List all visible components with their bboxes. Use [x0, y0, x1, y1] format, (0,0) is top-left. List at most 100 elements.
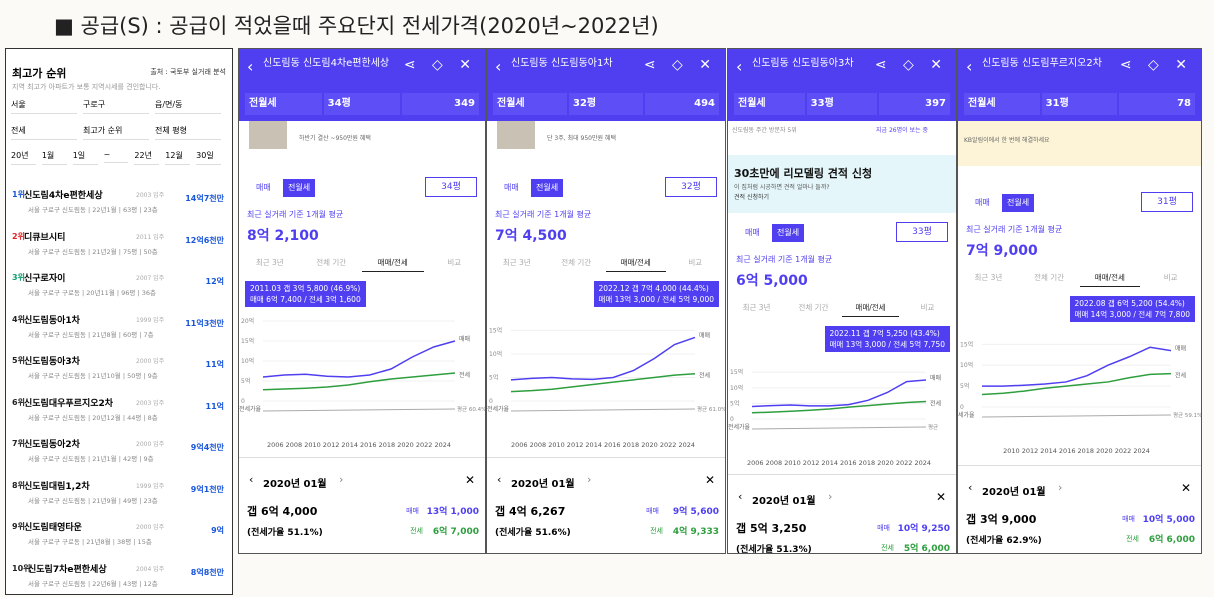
close-button[interactable]: ✕ [464, 473, 475, 487]
filter-select[interactable]: 12월 [165, 150, 191, 165]
size-select[interactable]: 34평 [425, 177, 477, 197]
filter-select[interactable]: 20년 [11, 150, 36, 165]
period-tab[interactable]: 비교 [688, 258, 703, 267]
header-tab[interactable]: 349 [402, 93, 479, 115]
back-button[interactable]: ‹ [495, 57, 502, 76]
y-tick-label: 15억 [730, 368, 743, 376]
header-icons[interactable]: ⋖ ◇ ✕ [403, 57, 477, 73]
prev-month[interactable]: ‹ [249, 473, 254, 486]
apt-price: 11억3천만 [185, 318, 224, 328]
apt-detail: 서울 구로구 신도림동 | 22년1월 | 63평 | 23층 [28, 206, 158, 214]
back-button[interactable]: ‹ [966, 57, 973, 76]
period-tab[interactable]: 전체 기간 [1034, 273, 1065, 282]
period-tab[interactable]: 전체 기간 [316, 258, 347, 267]
filter-select[interactable]: 30일 [196, 150, 221, 165]
back-button[interactable]: ‹ [736, 57, 743, 76]
period-tab[interactable]: 매매/전세 [842, 302, 899, 317]
back-button[interactable]: ‹ [247, 57, 254, 76]
prev-month[interactable]: ‹ [738, 490, 743, 503]
header-tab[interactable]: 32평 [569, 93, 643, 115]
next-month[interactable]: › [828, 490, 833, 503]
filter-select[interactable]: 구로구 [83, 99, 149, 114]
deal-pill[interactable]: 매매 [256, 183, 271, 192]
deal-pill[interactable]: 매매 [745, 228, 760, 237]
period-tab[interactable]: 최근 3년 [502, 258, 531, 267]
filter-select[interactable]: 전세 [11, 125, 77, 140]
header-tab[interactable]: 494 [645, 93, 719, 115]
header-tab[interactable]: 전월세 [964, 93, 1040, 115]
filter-select[interactable]: 1월 [41, 150, 67, 165]
apt-name[interactable]: 신구로자이 [24, 274, 66, 284]
next-month[interactable]: › [1058, 481, 1063, 494]
filter-select[interactable]: 최고가 순위 [83, 125, 149, 140]
period-tab[interactable]: 전체 기간 [798, 303, 829, 312]
close-button[interactable]: ✕ [935, 490, 946, 504]
header-icons[interactable]: ⋖ ◇ ✕ [1119, 57, 1193, 73]
y-tick-label: 5억 [489, 373, 498, 381]
month-label: 2020년 01월 [752, 496, 816, 507]
period-tab[interactable]: 최근 3년 [255, 258, 284, 267]
close-button[interactable]: ✕ [1180, 481, 1191, 495]
apt-name[interactable]: 신도림동아1차 [24, 315, 80, 326]
header-tab[interactable]: 31평 [1041, 93, 1118, 115]
period-tab[interactable]: 최근 3년 [742, 303, 771, 312]
ratio-axis-label: 세가율 [958, 411, 975, 419]
filter-select[interactable]: ~ [103, 150, 129, 163]
apt-name[interactable]: 신도림4차e편한세상 [24, 191, 103, 201]
header-tab[interactable]: 전월세 [245, 93, 322, 115]
promo-text: 신도림동 주간 방문자 5위 [732, 127, 797, 134]
deal-pill[interactable]: 전월세 [772, 224, 805, 242]
promo-text: 하반기 결산 ~950만원 혜택 [299, 135, 371, 142]
period-tab[interactable]: 매매/전세 [606, 257, 666, 272]
deal-pill[interactable]: 전월세 [283, 179, 316, 197]
header-tab[interactable]: 전월세 [734, 93, 805, 115]
close-button[interactable]: ✕ [704, 473, 715, 487]
apt-name[interactable]: 신도림태영타운 [24, 523, 82, 533]
period-tab[interactable]: 비교 [1163, 273, 1178, 282]
filter-select[interactable]: 전체 평형 [155, 125, 221, 140]
filter-select[interactable]: 22년 [134, 150, 160, 165]
apt-name[interactable]: 신도림동아2차 [24, 440, 80, 450]
size-select[interactable]: 32평 [665, 177, 717, 197]
next-month[interactable]: › [339, 473, 344, 486]
header-tab[interactable]: 397 [879, 93, 950, 115]
period-tab[interactable]: 비교 [920, 303, 935, 312]
filter-select[interactable]: 1일 [72, 150, 98, 165]
apt-name[interactable]: 신도림대우푸르지오2차 [24, 398, 114, 409]
rent-ratio: (전세가율 51.6%) [495, 528, 571, 538]
header-tab[interactable]: 78 [1119, 93, 1195, 115]
header-tab[interactable]: 전월세 [493, 93, 567, 115]
deal-pill[interactable]: 전월세 [1002, 194, 1035, 212]
filter-select[interactable]: 읍/면/동 [155, 99, 221, 114]
ranking-source: 출처 : 국토부 실거래 분석 [150, 68, 226, 76]
header-tab[interactable]: 34평 [323, 93, 401, 115]
period-tab[interactable]: 전체 기간 [561, 258, 592, 267]
next-month[interactable]: › [587, 473, 592, 486]
period-tab[interactable]: 매매/전세 [1079, 272, 1141, 287]
deal-pill[interactable]: 전월세 [531, 179, 564, 197]
app-header: ‹ 신도림동 신도림동아1차 ⋖ ◇ ✕ 전월세 32평 494 [487, 49, 725, 121]
period-tab[interactable]: 매매/전세 [362, 257, 424, 272]
apt-detail: 서울 구로구 신도림동 | 21년8월 | 60평 | 7층 [28, 330, 154, 339]
filter-select[interactable]: 서울 [11, 99, 77, 114]
header-title: 신도림동 신도림동아1차 [511, 58, 613, 69]
header-icons[interactable]: ⋖ ◇ ✕ [643, 57, 717, 73]
apt-detail: 서울 구로구 신도림동 | 21년10월 | 50평 | 9층 [28, 372, 158, 380]
prev-month[interactable]: ‹ [968, 481, 973, 494]
period-tab[interactable]: 최근 3년 [974, 273, 1003, 282]
apt-name[interactable]: 신도림동아3차 [24, 357, 80, 367]
apt-name[interactable]: 신도림7차e편한세상 [28, 564, 107, 575]
size-select[interactable]: 31평 [1141, 192, 1193, 212]
apt-name[interactable]: 신도림대림1,2차 [24, 481, 90, 492]
y-tick-label: 5억 [241, 377, 250, 385]
y-tick-label: 0 [241, 398, 245, 405]
size-select[interactable]: 33평 [896, 222, 948, 242]
apt-name[interactable]: 디큐브시티 [24, 232, 66, 243]
header-tab[interactable]: 33평 [806, 93, 878, 115]
header-icons[interactable]: ⋖ ◇ ✕ [874, 57, 948, 73]
deal-pill[interactable]: 매매 [504, 183, 519, 192]
prev-month[interactable]: ‹ [497, 473, 502, 486]
deal-pill[interactable]: 매매 [975, 198, 990, 207]
period-tab[interactable]: 비교 [447, 258, 462, 267]
